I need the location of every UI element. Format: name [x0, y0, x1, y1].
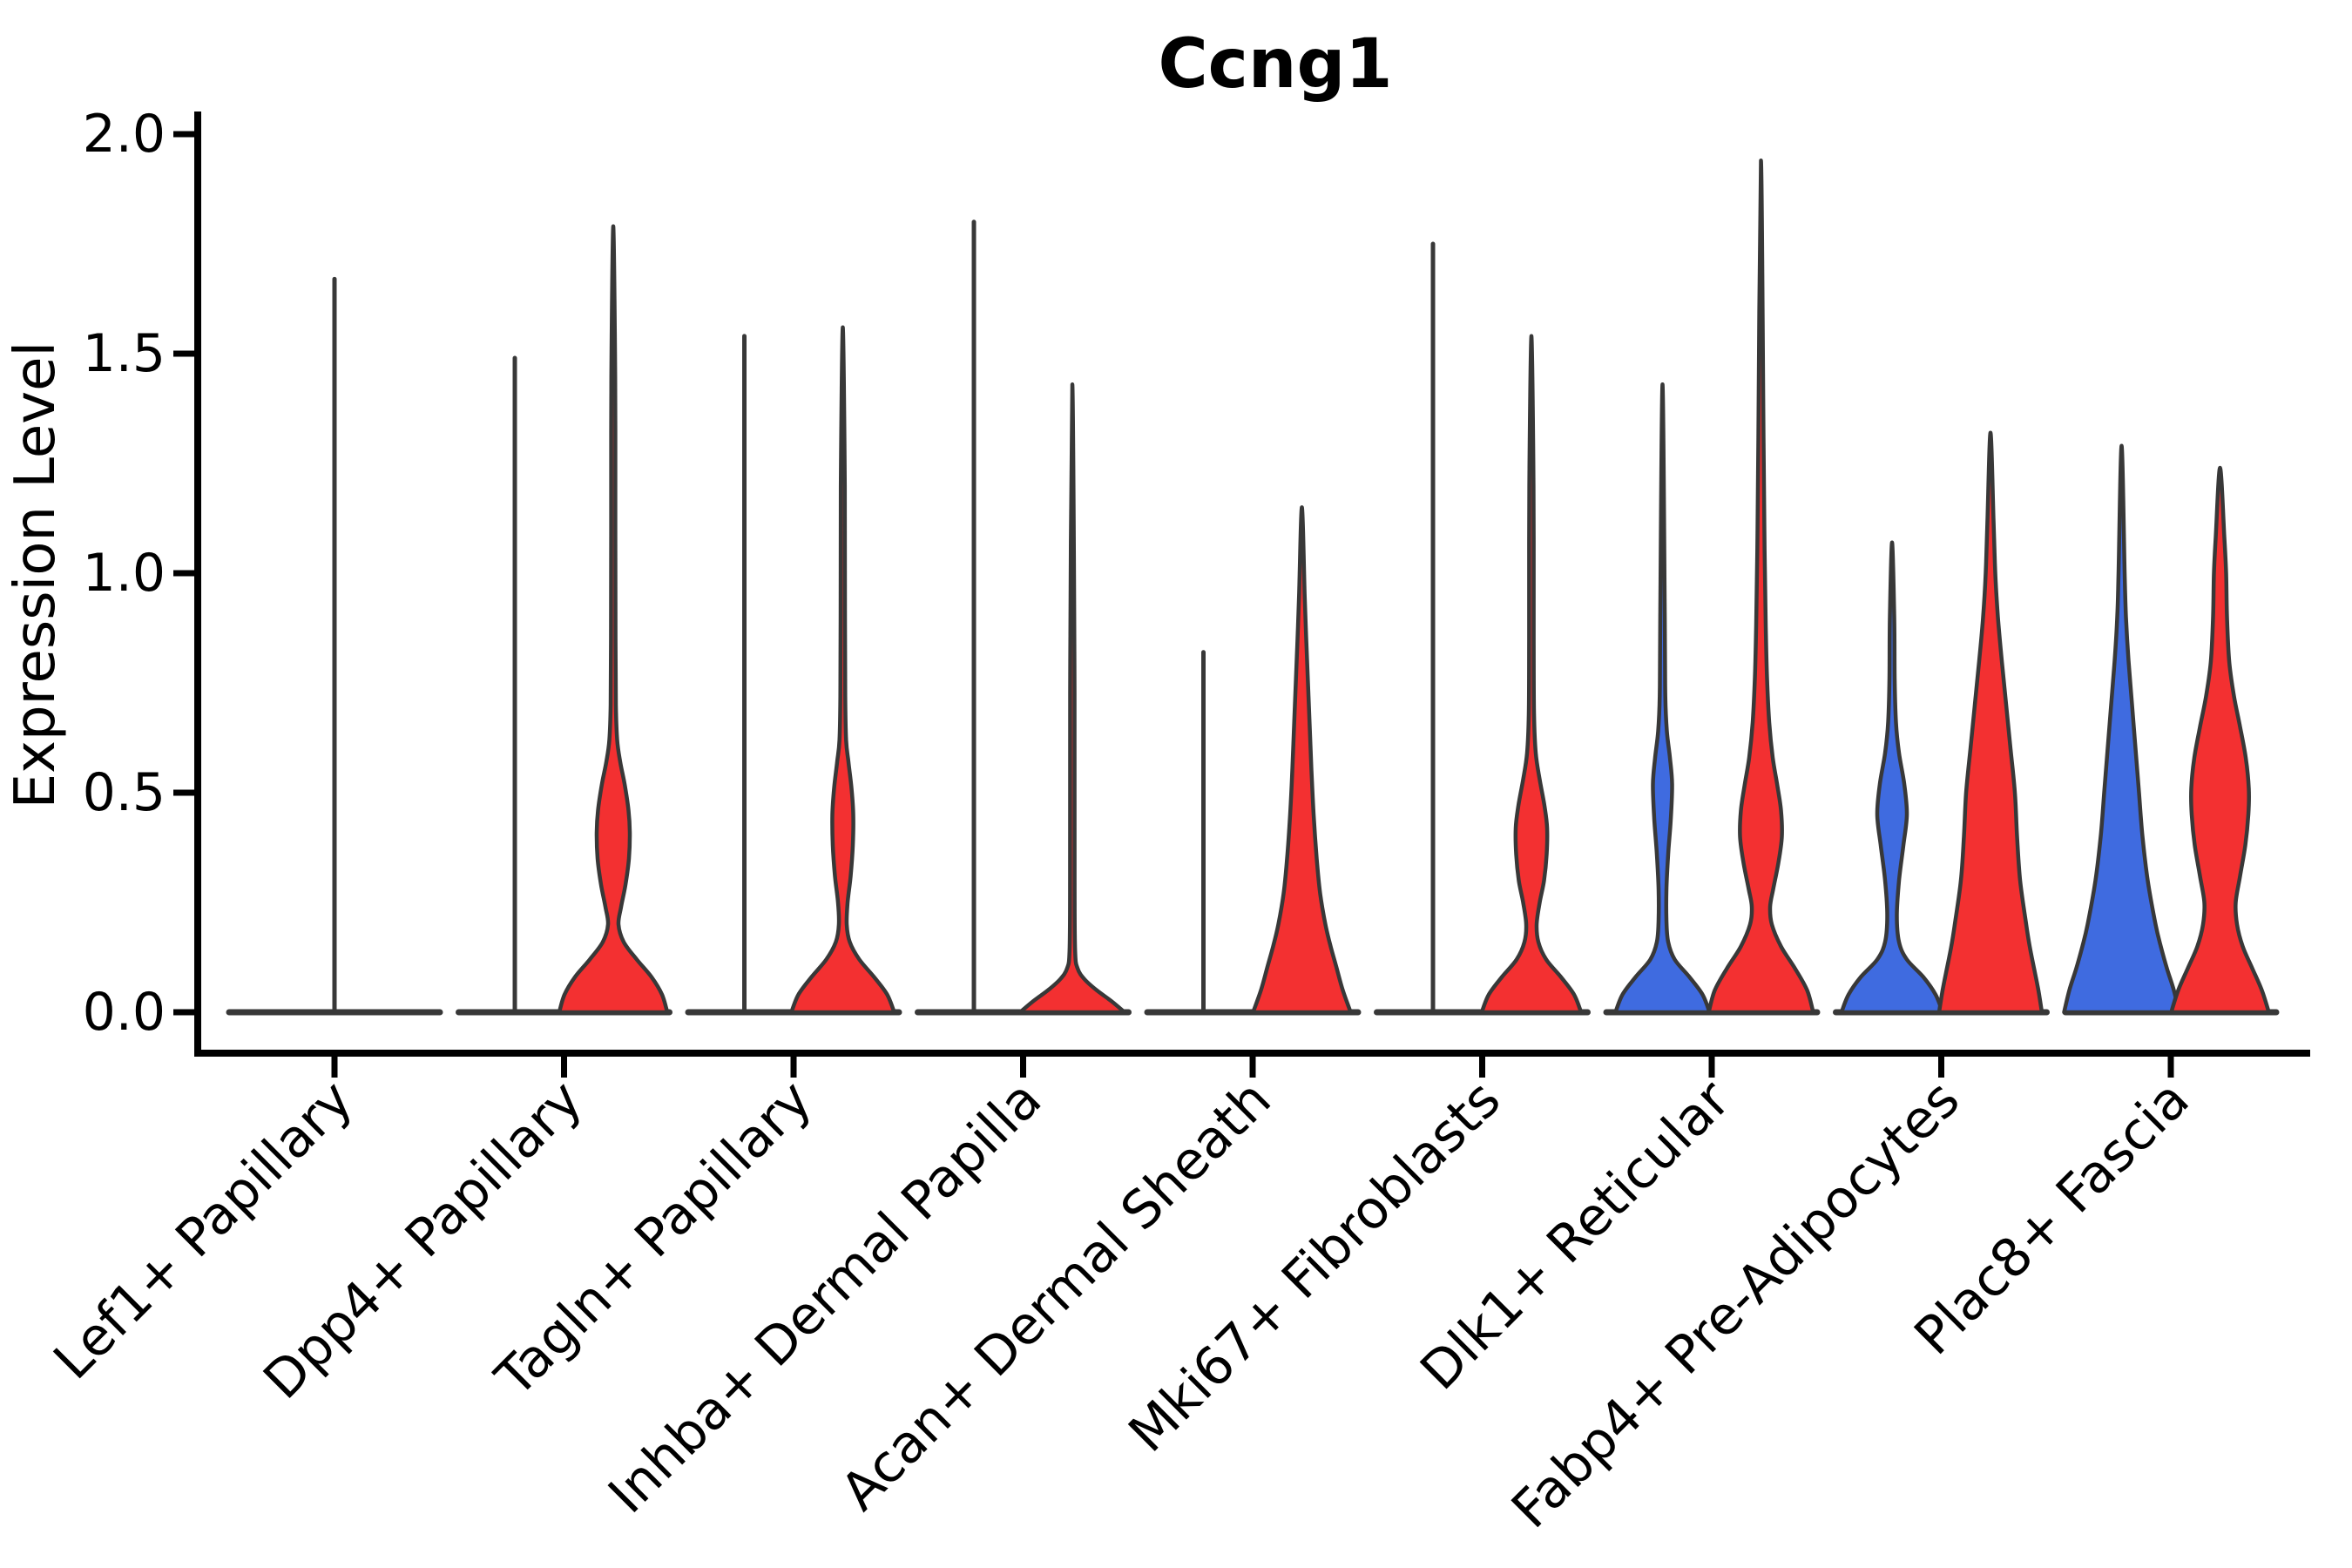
violin-2-right: [789, 325, 896, 1015]
y-tick-label: 0.0: [83, 982, 166, 1043]
y-axis-label: Expression Level: [3, 341, 68, 809]
y-tick-label: 2.0: [83, 104, 166, 165]
violin-4-right: [1251, 505, 1353, 1015]
y-tick-labels: 0.0 0.5 1.0 1.5 2.0: [83, 104, 166, 1043]
violin-8-left: [2062, 443, 2181, 1015]
x-tick-label-3: Inhba+ Dermal Papilla: [597, 1069, 1053, 1525]
y-tick-label: 0.5: [83, 762, 166, 823]
x-tick-label-5: Mki67+ Fibroblasts: [1118, 1069, 1513, 1464]
y-tick-label: 1.5: [83, 323, 166, 384]
axes: [173, 112, 2310, 1078]
violin-8-right: [2169, 465, 2271, 1015]
violin-5-right: [1479, 334, 1584, 1015]
x-tick-label-7: Fabp4+ Pre-Adipocytes: [1500, 1069, 1971, 1540]
violin-7-left: [1839, 540, 1945, 1015]
chart-title: Ccng1: [1158, 25, 1392, 104]
x-tick-label-4: Acan+ Dermal Sheath: [829, 1069, 1283, 1523]
violin-6-left: [1613, 382, 1712, 1015]
violin-3-right: [1017, 382, 1127, 1015]
violin-6-right: [1707, 158, 1815, 1015]
violin-7-right: [1936, 430, 2044, 1015]
y-tick-label: 1.0: [83, 543, 166, 604]
violin-1-right: [557, 224, 670, 1015]
violins-layer: [332, 158, 2271, 1015]
